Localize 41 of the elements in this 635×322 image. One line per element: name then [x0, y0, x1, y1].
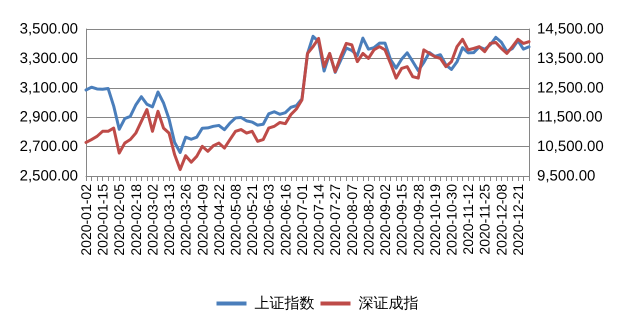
- x-tick-label: 2020-04-22: [210, 184, 227, 256]
- x-tick-label: 2020-06-16: [277, 184, 294, 256]
- x-tick-label: 2020-05-08: [228, 184, 244, 256]
- y2-tick-label: 13,500.00: [537, 50, 604, 67]
- x-tick-label: 2020-03-26: [178, 184, 194, 256]
- x-tick-label: 2020-02-05: [111, 184, 128, 256]
- y2-tick-label: 11,500.00: [537, 108, 603, 126]
- x-tick-label: 2020-03-02: [144, 184, 160, 256]
- legend-label: 上证指数: [254, 295, 314, 312]
- x-tick-label: 2020-06-03: [260, 184, 277, 256]
- y-tick-label: 2,500.00: [20, 168, 78, 184]
- x-tick-label: 2020-12-21: [510, 184, 526, 256]
- x-tick-label: 2020-07-27: [327, 184, 344, 256]
- x-tick-label: 2020-10-30: [443, 184, 460, 256]
- y-tick-label: 3,100.00: [20, 79, 78, 96]
- x-tick-label: 2020-01-15: [94, 184, 111, 256]
- y-tick-label: 2,700.00: [20, 138, 78, 156]
- x-tick-label: 2020-09-28: [410, 184, 426, 256]
- y-tick-label: 3,500.00: [20, 20, 78, 38]
- y2-tick-label: 14,500.00: [537, 20, 604, 38]
- y2-tick-label: 9,500.00: [537, 168, 596, 184]
- x-tick-label: 2020-07-14: [310, 184, 327, 256]
- x-tick-label: 2020-05-21: [244, 184, 260, 256]
- x-tick-label: 2020-07-01: [294, 184, 310, 256]
- x-tick-label: 2020-04-09: [194, 184, 210, 256]
- x-tick-label: 2020-08-20: [360, 184, 376, 256]
- x-tick-label: 2020-11-25: [476, 184, 493, 255]
- x-tick-label: 2020-11-12: [460, 184, 476, 255]
- x-tick-label: 2020-02-18: [128, 184, 144, 256]
- x-tick-label: 2020-08-07: [344, 184, 360, 256]
- y2-tick-label: 12,500.00: [537, 79, 604, 96]
- x-tick-label: 2020-03-13: [161, 184, 178, 256]
- y-tick-label: 2,900.00: [20, 108, 78, 126]
- y2-tick-label: 10,500.00: [537, 138, 604, 156]
- y-tick-label: 3,300.00: [20, 50, 78, 67]
- x-tick-label: 2020-01-02: [78, 184, 94, 256]
- x-tick-label: 2020-09-15: [394, 184, 410, 256]
- x-tick-label: 2020-09-02: [377, 184, 394, 256]
- legend-label: 深证成指: [358, 295, 418, 312]
- x-tick-label: 2020-10-19: [426, 184, 443, 256]
- x-tick-label: 2020-12-08: [493, 184, 510, 256]
